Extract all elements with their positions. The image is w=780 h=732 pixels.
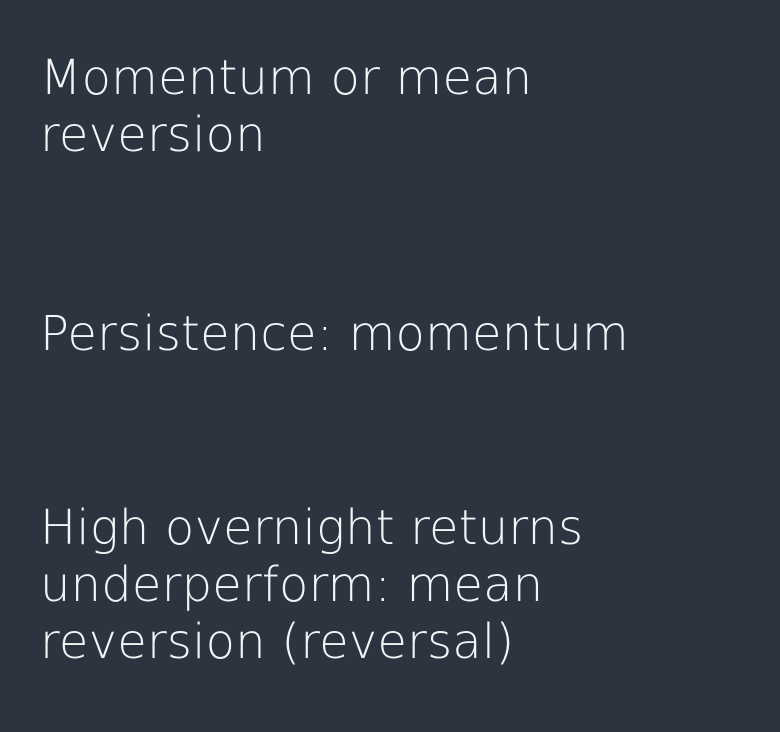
slide-text-high-overnight-returns: High overnight returns underperform: mea… bbox=[40, 500, 584, 670]
slide-text-persistence: Persistence: momentum bbox=[40, 306, 630, 362]
slide-text-momentum-or-mean-reversion: Momentum or mean reversion bbox=[40, 50, 533, 163]
